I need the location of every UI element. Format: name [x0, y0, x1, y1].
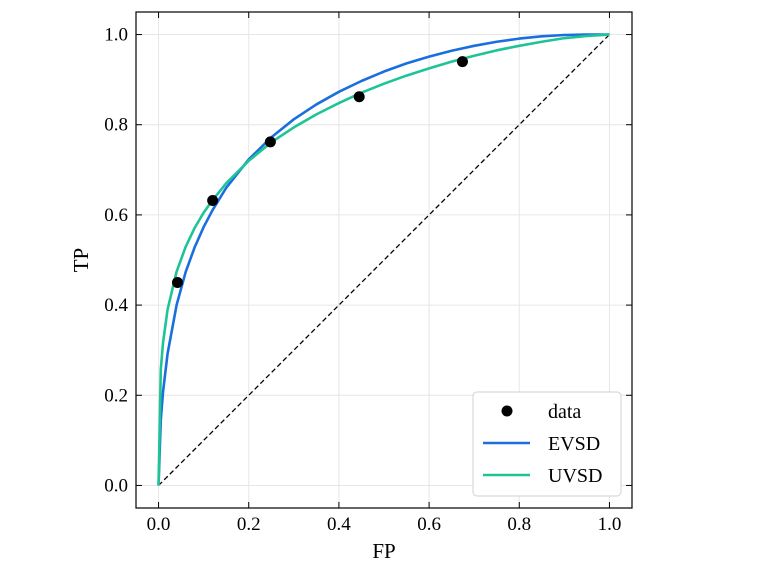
- chance-diagonal: [158, 34, 610, 486]
- x-tick-label: 1.0: [598, 514, 622, 535]
- chance-line: [158, 34, 610, 486]
- legend-label-data: data: [548, 401, 581, 423]
- y-tick-label: 0.4: [104, 295, 128, 316]
- y-tick-label: 0.6: [104, 205, 128, 226]
- legend-box: [472, 391, 622, 497]
- x-axis-label: FP: [372, 539, 395, 563]
- x-tick-label: 0.0: [147, 514, 171, 535]
- data-point: [264, 136, 276, 148]
- axis-ticks: [136, 12, 632, 508]
- legend-marker-data: [501, 405, 513, 417]
- data-point: [171, 277, 183, 289]
- x-tick-labels: 0.0 0.2 0.4 0.6 0.8 1.0: [147, 514, 622, 535]
- grid: [136, 12, 632, 508]
- y-axis-label: TP: [69, 248, 93, 273]
- data-point: [353, 91, 365, 103]
- data-point: [456, 56, 468, 68]
- x-tick-label: 0.8: [507, 514, 531, 535]
- legend-label-evsd: EVSD: [548, 433, 600, 455]
- y-tick-label: 0.0: [104, 475, 128, 496]
- x-tick-label: 0.2: [237, 514, 261, 535]
- y-tick-label: 1.0: [104, 25, 128, 46]
- y-tick-label: 0.2: [104, 385, 128, 406]
- x-tick-label: 0.6: [417, 514, 441, 535]
- data-point: [207, 194, 219, 206]
- legend: data EVSD UVSD: [472, 391, 622, 497]
- series-lines: [157, 33, 610, 486]
- series-line-uvsd: [157, 33, 610, 486]
- x-tick-label: 0.4: [327, 514, 351, 535]
- legend-label-uvsd: UVSD: [548, 465, 602, 487]
- series-line-evsd: [157, 33, 610, 486]
- plot-frame: [135, 11, 633, 509]
- y-tick-labels: 0.0 0.2 0.4 0.6 0.8 1.0: [104, 25, 128, 497]
- y-tick-label: 0.8: [104, 115, 128, 136]
- data-points: [171, 56, 468, 289]
